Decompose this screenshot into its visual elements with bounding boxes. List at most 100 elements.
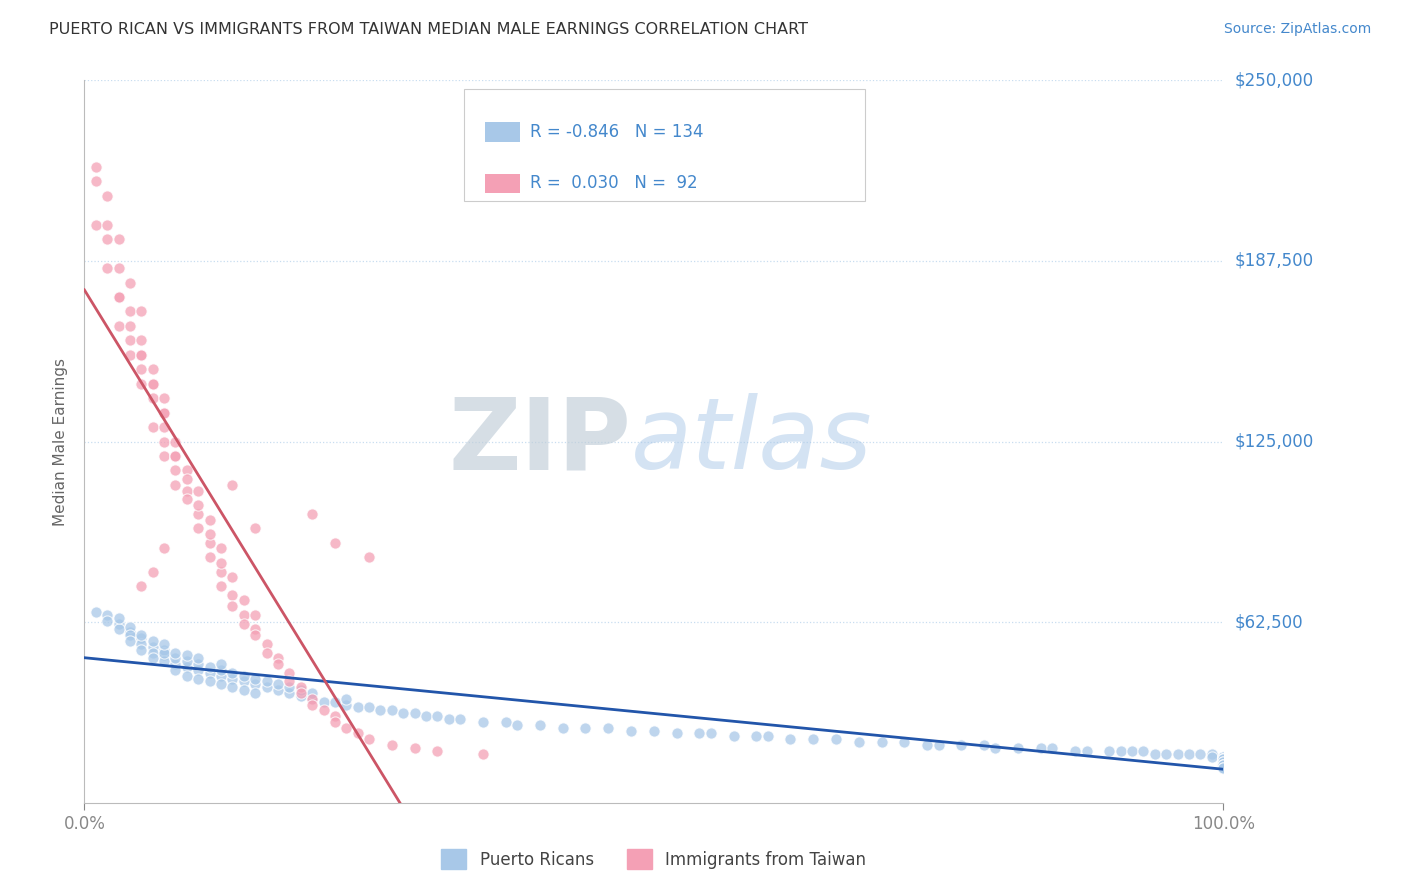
Point — [495, 714, 517, 729]
Point — [245, 521, 267, 535]
Point — [973, 738, 995, 752]
Point — [209, 663, 232, 677]
Point — [950, 738, 973, 752]
Point — [1167, 747, 1189, 761]
Point — [1178, 747, 1201, 761]
Point — [96, 614, 118, 628]
Point — [359, 550, 381, 565]
Point — [256, 680, 278, 694]
Point — [801, 732, 824, 747]
Point — [198, 660, 221, 674]
Point — [221, 570, 243, 584]
Point — [381, 703, 404, 717]
Point — [312, 695, 335, 709]
Point — [142, 651, 165, 665]
Point — [198, 674, 221, 689]
Point — [221, 672, 243, 686]
Point — [323, 709, 346, 723]
Point — [153, 642, 176, 657]
Point — [1212, 756, 1234, 770]
Point — [221, 478, 243, 492]
Point — [506, 718, 529, 732]
Point — [723, 729, 745, 743]
Point — [107, 290, 129, 304]
Point — [221, 599, 243, 614]
Text: R = -0.846   N = 134: R = -0.846 N = 134 — [530, 123, 703, 141]
Point — [1212, 752, 1234, 766]
Point — [165, 449, 187, 463]
Text: ZIP: ZIP — [449, 393, 631, 490]
Point — [232, 683, 254, 698]
Point — [107, 611, 129, 625]
Point — [346, 700, 368, 714]
Text: R =  0.030   N =  92: R = 0.030 N = 92 — [530, 175, 697, 193]
Point — [1029, 740, 1052, 755]
Point — [472, 714, 495, 729]
Point — [131, 637, 153, 651]
Point — [1212, 749, 1234, 764]
Point — [131, 642, 153, 657]
Point — [267, 651, 290, 665]
Point — [96, 607, 118, 622]
Point — [301, 686, 323, 700]
Text: Source: ZipAtlas.com: Source: ZipAtlas.com — [1223, 22, 1371, 37]
Point — [221, 680, 243, 694]
Point — [118, 348, 141, 362]
Point — [107, 616, 129, 631]
Point — [598, 721, 620, 735]
Point — [267, 677, 290, 691]
Point — [335, 698, 357, 712]
Point — [107, 318, 129, 333]
Point — [437, 712, 460, 726]
Point — [118, 318, 141, 333]
Point — [131, 628, 153, 642]
Point — [118, 276, 141, 290]
Point — [165, 663, 187, 677]
Point — [312, 703, 335, 717]
Point — [153, 648, 176, 663]
Point — [1212, 761, 1234, 775]
Point — [415, 709, 437, 723]
Point — [153, 406, 176, 420]
Point — [153, 646, 176, 660]
Point — [131, 579, 153, 593]
Point — [187, 651, 209, 665]
Point — [870, 735, 893, 749]
Point — [165, 651, 187, 665]
Point — [1212, 749, 1234, 764]
Text: $62,500: $62,500 — [1234, 613, 1303, 632]
Point — [1212, 758, 1234, 772]
Point — [381, 738, 404, 752]
Point — [131, 376, 153, 391]
Point — [107, 290, 129, 304]
Point — [165, 463, 187, 477]
Point — [118, 625, 141, 640]
Point — [131, 631, 153, 645]
Point — [131, 334, 153, 348]
Point — [301, 691, 323, 706]
Point — [278, 674, 301, 689]
Point — [198, 512, 221, 526]
Point — [198, 665, 221, 680]
Point — [346, 726, 368, 740]
Point — [187, 657, 209, 671]
Point — [232, 616, 254, 631]
Point — [209, 579, 232, 593]
Point — [290, 689, 312, 703]
Point — [1212, 752, 1234, 766]
Point — [131, 362, 153, 376]
Point — [84, 174, 107, 188]
Point — [335, 691, 357, 706]
Point — [745, 729, 768, 743]
Point — [209, 541, 232, 556]
Point — [1212, 752, 1234, 766]
Point — [245, 686, 267, 700]
Point — [118, 634, 141, 648]
Point — [1201, 747, 1223, 761]
Point — [142, 646, 165, 660]
Point — [232, 593, 254, 607]
Text: $125,000: $125,000 — [1234, 433, 1313, 450]
Point — [256, 674, 278, 689]
Point — [426, 744, 449, 758]
Point — [574, 721, 596, 735]
